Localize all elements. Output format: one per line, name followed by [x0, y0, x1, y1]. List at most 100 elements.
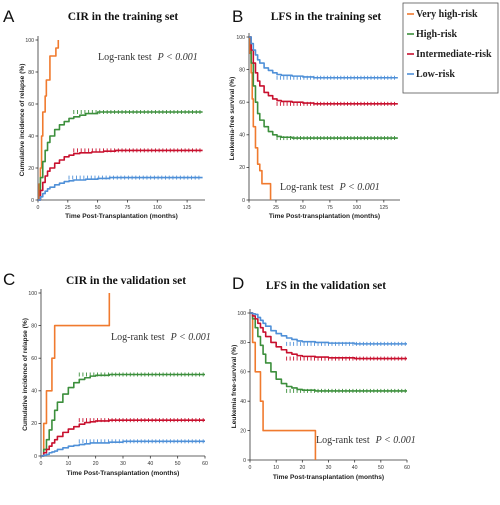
panel-a: A CIR in the training set 0 20 40 60 80 100 0 25 5…: [3, 7, 205, 220]
panel-c: C CIR in the validation set 0 20 40 60 80 100 0 1…: [3, 270, 211, 477]
x-tick-label: 0: [248, 205, 251, 211]
y-tick-label: 100: [236, 35, 245, 41]
panel-letter: A: [3, 7, 15, 26]
log-rank-label: Log-rank test: [280, 182, 334, 193]
y-axis-label: Leukemia-free survival (%): [229, 77, 236, 161]
legend-item-label: High-risk: [416, 29, 458, 40]
panel-title: LFS in the training set: [271, 11, 382, 23]
legend-item-label: Low-risk: [416, 69, 455, 80]
y-axis-label: Cumulative incidence of relapse (%): [22, 318, 29, 431]
x-tick-label: 50: [378, 465, 384, 471]
x-tick-label: 30: [120, 461, 126, 467]
panel-letter: B: [232, 7, 243, 26]
x-tick-label: 75: [125, 205, 131, 211]
series-line-high-risk: [38, 111, 203, 201]
y-tick-label: 60: [28, 102, 34, 108]
panel-letter: D: [232, 274, 244, 293]
y-tick-label: 40: [239, 133, 245, 139]
x-tick-label: 10: [65, 461, 71, 467]
x-tick-label: 50: [175, 461, 181, 467]
x-tick-label: 40: [352, 465, 358, 471]
x-tick-label: 30: [326, 465, 332, 471]
y-tick-label: 20: [239, 165, 245, 171]
series-line-low-risk: [250, 312, 407, 345]
p-value-label: P < 0.001: [375, 435, 416, 446]
series-line-very-high-risk: [250, 312, 317, 460]
log-rank-annotation: Log-rank test P < 0.001: [98, 52, 198, 63]
x-axis-label: Time Post-transplantation (months): [273, 474, 384, 481]
y-tick-label: 60: [31, 356, 37, 362]
log-rank-label: Log-rank test: [111, 332, 165, 343]
legend-box: [402, 2, 499, 94]
panel-letter: C: [3, 270, 15, 289]
x-tick-label: 125: [379, 205, 388, 211]
series-line-intermediate-risk: [38, 149, 203, 201]
x-axis-label: Time Post-transplantation (months): [269, 213, 380, 220]
y-tick-label: 20: [28, 166, 34, 172]
y-tick-label: 60: [239, 100, 245, 106]
y-tick-label: 100: [237, 311, 246, 317]
legend: Very high-risk High-risk Intermediate-risk…: [402, 2, 499, 94]
x-tick-label: 60: [404, 465, 410, 471]
p-value-label: P < 0.001: [157, 52, 198, 63]
x-tick-label: 25: [65, 205, 71, 211]
y-tick-label: 100: [25, 38, 34, 44]
y-tick-label: 40: [28, 134, 34, 140]
x-tick-label: 100: [153, 205, 162, 211]
legend-item-label: Very high-risk: [416, 9, 478, 20]
x-tick-label: 50: [300, 205, 306, 211]
p-value-label: P < 0.001: [339, 182, 380, 193]
y-axis-label: Cumulative incidence of relapse (%): [19, 64, 26, 177]
panel-b: B LFS in the training set 0 20 40 60 80 100 0 25 5…: [229, 7, 400, 220]
series-line-very-high-risk: [41, 293, 111, 457]
x-tick-label: 20: [93, 461, 99, 467]
x-axis-label: Time Post-Transplantation (months): [67, 470, 180, 477]
series-line-low-risk: [38, 176, 203, 201]
log-rank-label: Log-rank test: [98, 52, 152, 63]
x-tick-label: 40: [147, 461, 153, 467]
x-tick-label: 100: [353, 205, 362, 211]
panel-title: CIR in the training set: [68, 11, 179, 23]
y-tick-label: 80: [31, 323, 37, 329]
series-line-high-risk: [249, 36, 398, 139]
x-tick-label: 75: [327, 205, 333, 211]
x-tick-label: 60: [202, 461, 208, 467]
x-tick-label: 20: [299, 465, 305, 471]
x-tick-label: 25: [273, 205, 279, 211]
panel-title: CIR in the validation set: [66, 275, 186, 287]
x-tick-label: 0: [249, 465, 252, 471]
series-line-high-risk: [41, 373, 205, 457]
y-tick-label: 20: [31, 421, 37, 427]
panel-title: LFS in the validation set: [266, 280, 386, 292]
y-tick-label: 0: [31, 198, 34, 204]
y-tick-label: 80: [239, 67, 245, 73]
y-tick-label: 20: [240, 428, 246, 434]
series-line-intermediate-risk: [41, 419, 205, 457]
y-tick-label: 0: [243, 458, 246, 464]
x-tick-label: 0: [40, 461, 43, 467]
series-line-intermediate-risk: [250, 312, 407, 360]
log-rank-label: Log-rank test: [316, 435, 370, 446]
p-value-label: P < 0.001: [170, 332, 211, 343]
x-tick-label: 125: [183, 205, 192, 211]
series-line-very-high-risk: [38, 40, 60, 201]
y-tick-label: 40: [31, 389, 37, 395]
y-axis-label: Leukemia free-survival (%): [231, 345, 238, 429]
log-rank-annotation: Log-rank test P < 0.001: [316, 435, 416, 446]
panel-d: D LFS in the validation set 0 20 40 60 80 100 0 1…: [231, 274, 416, 481]
y-tick-label: 60: [240, 370, 246, 376]
y-tick-label: 0: [34, 454, 37, 460]
x-tick-label: 0: [37, 205, 40, 211]
y-tick-label: 80: [240, 340, 246, 346]
legend-item-label: Intermediate-risk: [416, 49, 492, 60]
y-tick-label: 0: [242, 198, 245, 204]
log-rank-annotation: Log-rank test P < 0.001: [280, 182, 380, 193]
series-line-low-risk: [41, 440, 205, 457]
y-tick-label: 80: [28, 70, 34, 76]
x-axis-label: Time Post-Transplantation (months): [65, 213, 178, 220]
x-tick-label: 50: [95, 205, 101, 211]
y-tick-label: 40: [240, 399, 246, 405]
y-tick-label: 100: [28, 291, 37, 297]
